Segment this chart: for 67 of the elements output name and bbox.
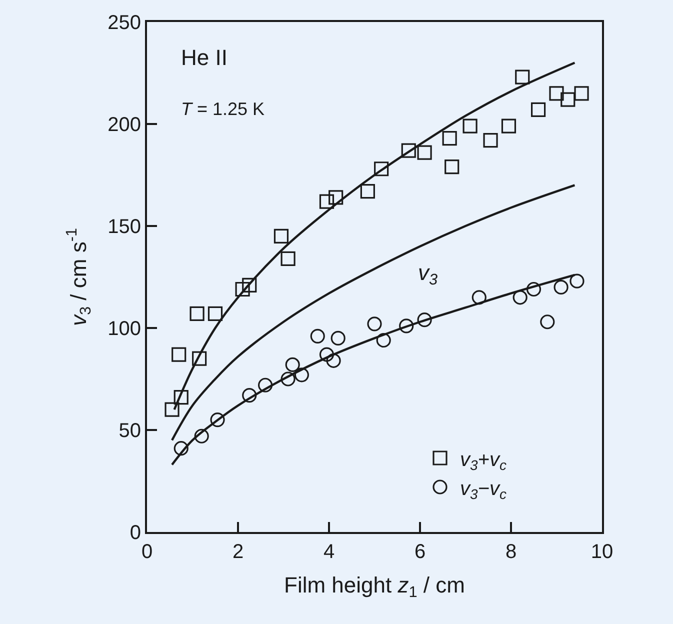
point (401, 143, 416, 158)
point (531, 102, 546, 118)
point (554, 280, 568, 294)
point (399, 318, 414, 334)
point (328, 190, 344, 205)
point (285, 357, 300, 372)
point (417, 312, 432, 328)
point (444, 160, 460, 174)
y-tick-label: 100 (108, 318, 141, 340)
x-tick-label: 6 (414, 541, 426, 563)
point (501, 118, 516, 134)
point (560, 92, 576, 107)
legend-label: v$_{3}$ (460, 448, 478, 473)
point (294, 368, 309, 382)
x-tick-label: 8 (505, 541, 517, 563)
point (319, 194, 334, 209)
point (280, 372, 296, 386)
point (442, 130, 457, 146)
x-axis-title: Film height z$_{1}$ / cm (284, 572, 465, 602)
text: +v$_{c}$ (478, 448, 506, 473)
point (190, 306, 204, 322)
point (172, 347, 186, 362)
point (376, 332, 391, 348)
point (319, 347, 334, 362)
point (574, 86, 589, 101)
point (242, 278, 257, 292)
point (192, 351, 207, 366)
annotation: He II (181, 45, 228, 70)
x-tick-label: 2 (232, 541, 244, 563)
x-tick-label: 10 (590, 541, 614, 563)
point (549, 86, 564, 101)
y-tick-label: 0 (130, 522, 141, 544)
point (164, 402, 180, 417)
y-tick-label: 200 (108, 114, 141, 136)
point (540, 314, 555, 330)
point (483, 133, 498, 148)
point (274, 228, 289, 244)
point (235, 282, 250, 297)
point (515, 70, 530, 84)
point (526, 282, 542, 297)
y-tick-label: 50 (118, 420, 141, 442)
point (472, 290, 486, 305)
point (570, 274, 584, 288)
line-series (170, 184, 576, 442)
point (208, 306, 223, 322)
point (374, 162, 389, 176)
point (174, 441, 188, 456)
point (280, 251, 296, 266)
point (417, 145, 432, 160)
point (330, 330, 346, 346)
point (367, 316, 382, 332)
point (512, 290, 528, 305)
point (360, 184, 375, 199)
y-tick-label: 250 (108, 12, 141, 34)
legend-label: v$_{3}$−v$_{c}$ (460, 478, 506, 502)
point (194, 428, 209, 444)
point (174, 390, 188, 405)
text: v$_{3}$ (418, 260, 438, 289)
point (258, 378, 273, 392)
point (210, 412, 225, 428)
point (326, 353, 341, 368)
point (462, 118, 478, 134)
y-tick-label: 150 (108, 216, 141, 238)
point (310, 328, 325, 344)
x-tick-label: 4 (323, 541, 335, 563)
annotation: T = 1.25 K (181, 99, 265, 119)
point (242, 388, 257, 403)
